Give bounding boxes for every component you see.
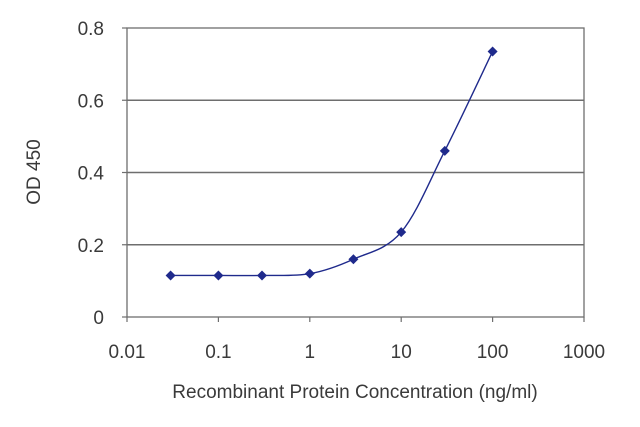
data-point-marker (213, 270, 224, 281)
y-tick-label: 0.4 (78, 164, 105, 185)
y-tick-label: 0.8 (78, 19, 104, 40)
data-point-marker (396, 227, 407, 238)
y-axis-title: OD 450 (24, 139, 45, 204)
x-tick-label: 0.1 (205, 342, 231, 363)
x-tick-label: 1000 (563, 342, 605, 363)
x-tick-label: 0.01 (109, 342, 146, 363)
data-point-marker (304, 268, 315, 279)
series-line (170, 51, 494, 277)
x-axis-title: Recombinant Protein Concentration (ng/ml… (172, 382, 537, 403)
y-axis-ticks: 0 0.2 0.4 0.6 0.8 (78, 19, 127, 329)
x-axis-ticks: 0.01 0.1 1 10 100 1000 (109, 317, 605, 363)
x-tick-label: 10 (391, 342, 412, 363)
x-tick-label: 1 (305, 342, 316, 363)
y-tick-label: 0 (93, 308, 104, 329)
y-tick-label: 0.6 (78, 91, 104, 112)
data-point-marker (487, 46, 498, 57)
series-layer (165, 46, 498, 281)
data-point-marker (257, 270, 268, 281)
y-tick-label: 0.2 (78, 236, 104, 257)
data-point-marker (439, 145, 450, 156)
x-tick-label: 100 (477, 342, 509, 363)
data-point-marker (165, 270, 176, 281)
data-point-marker (348, 254, 359, 265)
grid-lines (127, 99, 584, 246)
